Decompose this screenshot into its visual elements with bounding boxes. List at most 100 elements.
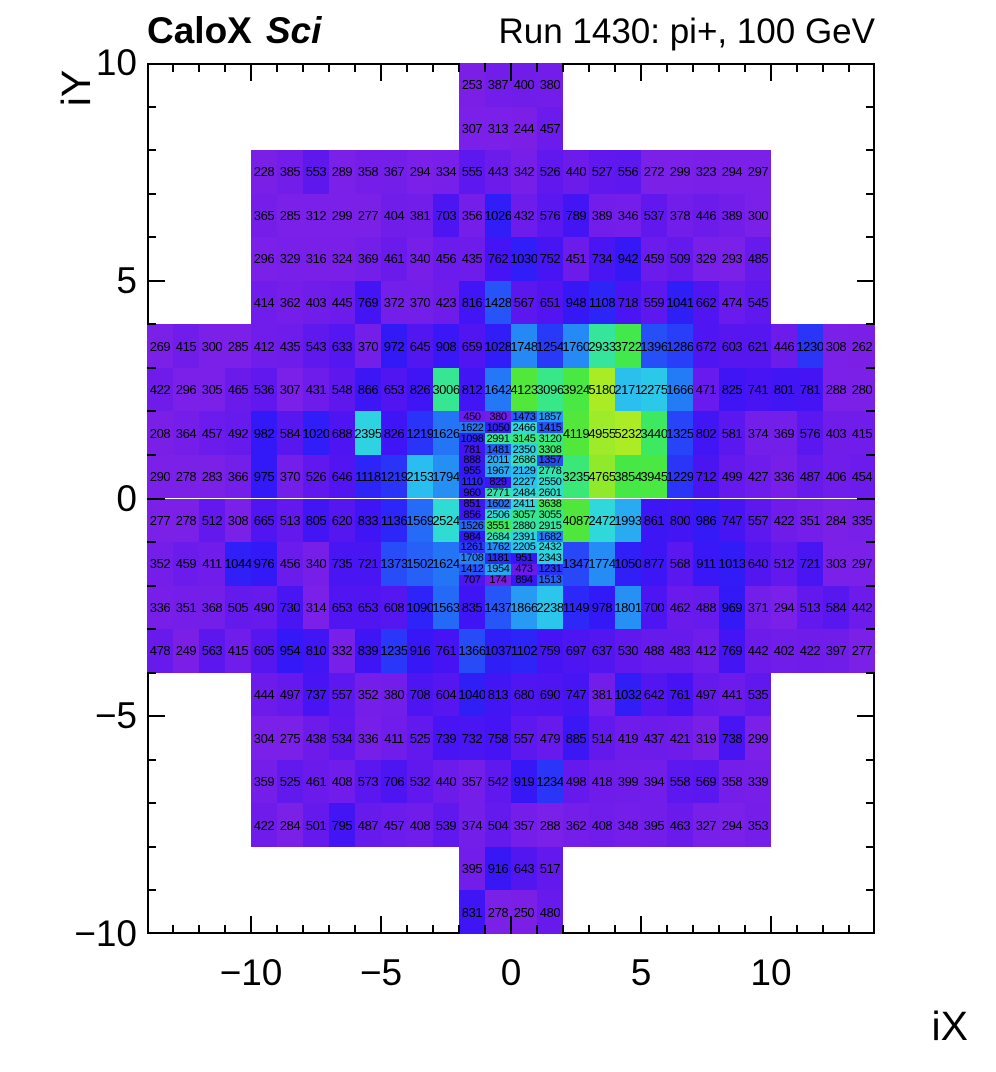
heatmap-cell: 308 (225, 498, 251, 543)
x-axis-tick-label: −5 (359, 952, 403, 993)
heatmap-cell: 446 (693, 193, 719, 238)
heatmap-cell: 324 (329, 237, 355, 281)
heatmap-cell: 403 (823, 411, 849, 455)
x-axis-tick (718, 63, 720, 72)
heatmap-cell: 680 (511, 672, 537, 717)
heatmap-cell: 422 (771, 498, 797, 543)
heatmap-cell: 557 (511, 716, 537, 760)
x-axis-tick (302, 63, 304, 72)
heatmap-cell: 498 (563, 759, 589, 804)
heatmap-cell: 389 (589, 193, 615, 238)
heatmap-cell: 1473 (511, 410, 537, 423)
heatmap-cell: 707 (459, 574, 485, 586)
heatmap-cell: 412 (693, 629, 719, 673)
heatmap-cell: 336 (147, 585, 173, 630)
heatmap-cell: 712 (693, 454, 719, 499)
heatmap-cell: 833 (355, 498, 381, 543)
heatmap-cell: 747 (563, 672, 589, 717)
heatmap-cell: 642 (641, 672, 667, 717)
heatmap-cell: 278 (173, 454, 199, 499)
x-axis-tick (666, 925, 668, 934)
heatmap-cell: 497 (277, 672, 303, 717)
y-axis-tick (866, 453, 875, 456)
heatmap-cell: 584 (277, 411, 303, 455)
heatmap-cell: 313 (485, 106, 511, 151)
heatmap-cell: 364 (173, 411, 199, 455)
y-axis-tick (866, 105, 875, 108)
heatmap-cell: 721 (355, 542, 381, 586)
heatmap-cell: 456 (277, 542, 303, 586)
heatmap-cell: 457 (537, 106, 563, 151)
y-axis-tick (147, 279, 165, 282)
x-axis-tick (172, 925, 174, 934)
heatmap-cell: 532 (407, 759, 433, 804)
heatmap-cell: 1325 (666, 411, 694, 455)
x-axis-tick (198, 925, 200, 934)
heatmap-cell: 1396 (640, 324, 668, 368)
heatmap-cell: 4765 (588, 454, 616, 499)
x-axis-tick-label: 5 (630, 952, 652, 993)
heatmap-cell: 861 (641, 498, 667, 543)
heatmap-cell: 761 (667, 672, 693, 717)
y-axis-tick (147, 584, 156, 587)
heatmap-cell: 346 (615, 193, 641, 238)
heatmap-cell: 3006 (432, 367, 460, 412)
heatmap-cell: 608 (381, 585, 407, 630)
heatmap-cell: 951 (511, 552, 537, 564)
heatmap-cell: 358 (355, 150, 381, 194)
heatmap-cell: 637 (589, 629, 615, 673)
heatmap-cell: 300 (745, 193, 771, 238)
heatmap-cell: 1569 (406, 498, 434, 543)
heatmap-cell: 342 (511, 150, 537, 194)
heatmap-cell: 1801 (614, 585, 642, 630)
heatmap-cell: 653 (381, 367, 407, 412)
heatmap-cell: 1526 (459, 519, 485, 532)
heatmap-cell: 810 (303, 629, 329, 673)
heatmap-cell: 621 (745, 324, 771, 368)
heatmap-cell: 459 (641, 237, 667, 281)
heatmap-cell: 1622 (459, 421, 485, 434)
heatmap-cell: 272 (641, 150, 667, 194)
heatmap-cell: 312 (303, 193, 329, 238)
x-axis-tick-label: 0 (500, 952, 522, 993)
heatmap-cell: 802 (693, 411, 719, 455)
heatmap-cell: 1041 (666, 280, 694, 325)
heatmap-cell: 536 (251, 367, 277, 412)
heatmap-cell: 721 (797, 542, 823, 586)
heatmap-cell: 653 (355, 585, 381, 630)
heatmap-cell: 485 (745, 237, 771, 281)
y-axis-tick (857, 279, 875, 282)
y-axis-tick (147, 149, 156, 152)
y-axis-tick-label: −5 (94, 695, 137, 737)
heatmap-cell: 1602 (485, 497, 511, 510)
heatmap-cell: 831 (459, 890, 485, 934)
heatmap-cell: 986 (693, 498, 719, 543)
heatmap-cell: 297 (745, 150, 771, 194)
heatmap-cell: 327 (693, 803, 719, 847)
heatmap-cell: 1967 (485, 465, 511, 478)
heatmap-cell: 960 (459, 487, 485, 499)
x-axis-tick (380, 916, 382, 934)
heatmap-cell: 374 (745, 411, 771, 455)
y-axis-tick (147, 497, 165, 500)
heatmap-cell: 2472 (588, 498, 616, 543)
heatmap-cell: 739 (433, 716, 459, 760)
heatmap-cell: 1666 (666, 367, 694, 412)
y-axis-tick (866, 323, 875, 326)
heatmap-cell: 431 (303, 367, 329, 412)
heatmap-cell: 440 (563, 150, 589, 194)
heatmap-cell: 275 (277, 716, 303, 760)
heatmap-cell: 362 (277, 280, 303, 325)
heatmap-cell: 294 (719, 803, 745, 847)
heatmap-cell: 250 (511, 890, 537, 934)
heatmap-cell: 418 (589, 759, 615, 804)
heatmap-cell: 316 (303, 237, 329, 281)
heatmap-cell: 2601 (537, 487, 563, 500)
heatmap-cell: 421 (667, 716, 693, 760)
heatmap-cell: 278 (485, 890, 511, 934)
heatmap-cell: 1415 (537, 421, 563, 434)
heatmap-cell: 479 (537, 716, 563, 760)
heatmap-cell: 697 (563, 629, 589, 673)
heatmap-cell: 442 (849, 585, 875, 630)
heatmap-cell: 2391 (511, 530, 537, 543)
